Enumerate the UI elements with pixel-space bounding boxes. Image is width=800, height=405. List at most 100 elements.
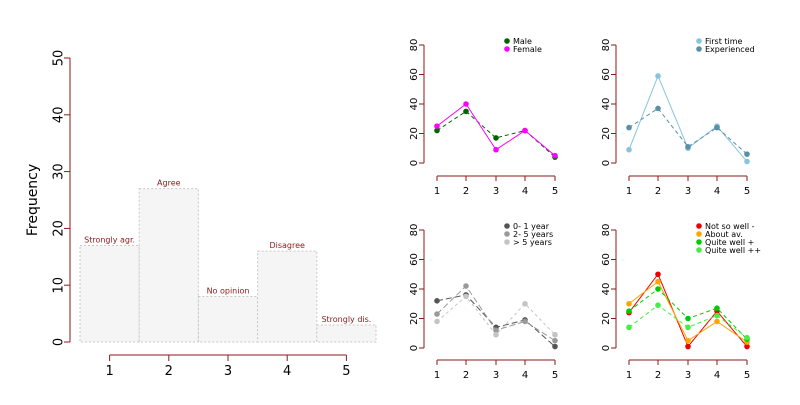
bar-data-label: Strongly dis. xyxy=(321,315,371,324)
legend-entry: Female xyxy=(513,45,542,54)
line-x-tick-label: 2 xyxy=(463,186,469,197)
series-point xyxy=(714,124,720,131)
series-point xyxy=(493,331,499,338)
legend-marker xyxy=(696,223,702,229)
series-point xyxy=(522,318,528,325)
series-point xyxy=(626,324,632,331)
series-point xyxy=(493,135,499,141)
legend-entry: About av. xyxy=(705,230,743,239)
line-y-tick-label: 60 xyxy=(409,253,420,266)
series-point xyxy=(552,343,558,350)
bar-x-tick-label: 1 xyxy=(105,364,113,379)
line-y-tick-label: 20 xyxy=(601,127,612,140)
bar-data-label: Agree xyxy=(157,179,181,188)
bar-data-label: No opinion xyxy=(207,287,250,296)
series-point xyxy=(552,337,558,344)
line-x-tick-label: 5 xyxy=(552,370,558,381)
line-x-tick-label: 4 xyxy=(522,186,528,197)
line-y-tick-label: 80 xyxy=(601,39,612,52)
line-y-tick-label: 20 xyxy=(409,127,420,140)
series-point xyxy=(655,271,661,278)
series-point xyxy=(522,300,528,307)
legend-entry: 2- 5 years xyxy=(513,230,553,239)
line-y-tick-label: 40 xyxy=(409,98,420,111)
series-point xyxy=(685,315,691,322)
series-point xyxy=(744,151,750,157)
line-x-tick-label: 2 xyxy=(655,186,661,197)
line-y-tick-label: 20 xyxy=(601,312,612,325)
series-point xyxy=(434,127,440,134)
line-y-tick-label: 60 xyxy=(601,68,612,81)
series-point xyxy=(434,123,440,129)
series-point xyxy=(493,327,499,334)
bar-data-label: Disagree xyxy=(269,241,305,250)
series-line-2 xyxy=(628,107,748,155)
series-point xyxy=(714,312,720,319)
legend-marker xyxy=(504,38,510,44)
line-x-tick-label: 1 xyxy=(434,370,440,381)
line-x-tick-label: 4 xyxy=(714,370,720,381)
series-line-2 xyxy=(628,280,748,343)
series-point xyxy=(744,158,750,165)
line-y-tick-label: 0 xyxy=(601,160,612,166)
line-x-tick-label: 4 xyxy=(522,370,528,381)
line-x-tick-label: 3 xyxy=(685,370,691,381)
series-point xyxy=(626,300,632,307)
legend-entry: > 5 years xyxy=(513,238,552,247)
bar-y-tick-label: 10 xyxy=(52,277,67,294)
series-point xyxy=(655,286,661,292)
legend-entry: Male xyxy=(513,37,532,46)
legend-entry: Experienced xyxy=(705,45,755,54)
series-point xyxy=(714,305,720,311)
bar-x-tick-label: 3 xyxy=(224,364,232,379)
legend-marker xyxy=(696,247,702,253)
line-y-tick-label: 0 xyxy=(409,160,420,166)
line-x-tick-label: 4 xyxy=(714,186,720,197)
series-point xyxy=(463,101,469,107)
line-x-tick-label: 1 xyxy=(434,186,440,197)
line-x-tick-label: 5 xyxy=(552,186,558,197)
bar-chart-panel: 0 10 20 30 40 50 Frequency 1 2 3 4 5 Strongly agr. Ag… xyxy=(25,50,377,379)
series-point xyxy=(463,283,469,289)
series-point xyxy=(463,293,469,300)
series-point xyxy=(493,146,499,153)
bar-y-tick-label: 30 xyxy=(52,163,67,180)
bar-2 xyxy=(138,188,199,343)
line-x-tick-label: 3 xyxy=(493,186,499,197)
series-point xyxy=(655,302,661,309)
series-point xyxy=(463,108,469,115)
bar-data-label: Strongly agr. xyxy=(84,235,135,244)
bar-5 xyxy=(316,324,377,343)
series-point xyxy=(655,73,661,79)
series-line-3 xyxy=(436,295,556,336)
line-y-tick-label: 80 xyxy=(409,224,420,237)
legend-marker xyxy=(504,231,510,237)
bar-x-tick-label: 5 xyxy=(342,364,350,379)
series-point xyxy=(685,324,691,331)
line-y-tick-label: 0 xyxy=(601,345,612,351)
series-point xyxy=(434,298,440,304)
bar-3 xyxy=(197,296,259,343)
bar-y-tick-label: 20 xyxy=(52,220,67,237)
series-point xyxy=(434,318,440,325)
legend-marker xyxy=(696,46,702,52)
legend-entry: Quite well + xyxy=(705,238,754,247)
line-x-tick-label: 1 xyxy=(626,186,632,197)
line-x-tick-label: 3 xyxy=(685,186,691,197)
series-point xyxy=(626,146,632,153)
bar-y-axis-title: Frequency xyxy=(25,164,41,236)
series-line-1 xyxy=(436,110,556,158)
bar-4 xyxy=(257,250,318,343)
legend-marker xyxy=(504,223,510,229)
legend-entry: Quite well ++ xyxy=(705,246,761,255)
line-y-tick-label: 40 xyxy=(601,98,612,111)
series-point xyxy=(655,105,661,112)
series-point xyxy=(685,143,691,150)
series-point xyxy=(522,127,528,134)
legend-marker xyxy=(504,46,510,52)
